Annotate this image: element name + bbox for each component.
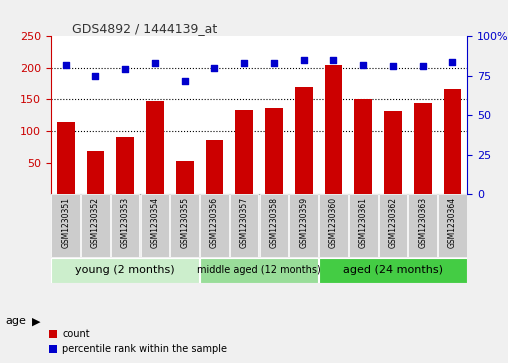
Text: GSM1230361: GSM1230361 [359,197,368,248]
Text: GSM1230351: GSM1230351 [61,197,70,248]
Bar [319,194,348,257]
Point [181,78,189,83]
Bar [354,99,372,194]
Text: GSM1230359: GSM1230359 [299,197,308,248]
Point [449,59,457,65]
Text: GSM1230358: GSM1230358 [269,197,278,248]
Bar [81,194,110,257]
Bar [235,110,253,194]
Bar [319,258,467,283]
Point [61,62,70,68]
Bar [176,161,194,194]
Bar [290,194,318,257]
Bar [200,194,229,257]
Bar [86,151,104,194]
Bar [51,194,80,257]
Point [419,64,427,69]
Bar [111,194,140,257]
Bar [206,140,224,194]
Text: ▶: ▶ [31,316,40,326]
Text: GSM1230364: GSM1230364 [448,197,457,248]
Bar [438,194,467,257]
Text: GSM1230355: GSM1230355 [180,197,189,248]
Text: GSM1230353: GSM1230353 [121,197,130,248]
Bar [384,111,402,194]
Bar [265,108,283,194]
Legend: count, percentile rank within the sample: count, percentile rank within the sample [46,326,231,358]
Text: GSM1230362: GSM1230362 [389,197,397,248]
Text: GSM1230356: GSM1230356 [210,197,219,248]
Text: age: age [5,316,26,326]
Bar [116,137,134,194]
Text: young (2 months): young (2 months) [75,265,175,275]
Point [210,65,218,71]
Bar [51,258,199,283]
Text: GSM1230363: GSM1230363 [418,197,427,248]
Bar [230,194,259,257]
Bar [146,101,164,194]
Point [91,73,100,79]
Text: middle aged (12 months): middle aged (12 months) [197,265,321,275]
Bar [414,103,432,194]
Text: GSM1230360: GSM1230360 [329,197,338,248]
Bar [295,87,312,194]
Text: GSM1230352: GSM1230352 [91,197,100,248]
Point [151,60,159,66]
Point [240,60,248,66]
Bar [378,194,407,257]
Bar [349,194,377,257]
Bar [141,194,169,257]
Point [329,57,337,63]
Bar [57,122,75,194]
Bar [443,89,461,194]
Bar [170,194,199,257]
Bar [260,194,288,257]
Bar [200,258,318,283]
Point [300,57,308,63]
Text: GDS4892 / 1444139_at: GDS4892 / 1444139_at [72,22,217,35]
Point [270,60,278,66]
Bar [325,65,342,194]
Bar [408,194,437,257]
Point [389,64,397,69]
Point [121,66,129,72]
Point [359,62,367,68]
Text: aged (24 months): aged (24 months) [343,265,443,275]
Text: GSM1230354: GSM1230354 [150,197,160,248]
Text: GSM1230357: GSM1230357 [240,197,249,248]
